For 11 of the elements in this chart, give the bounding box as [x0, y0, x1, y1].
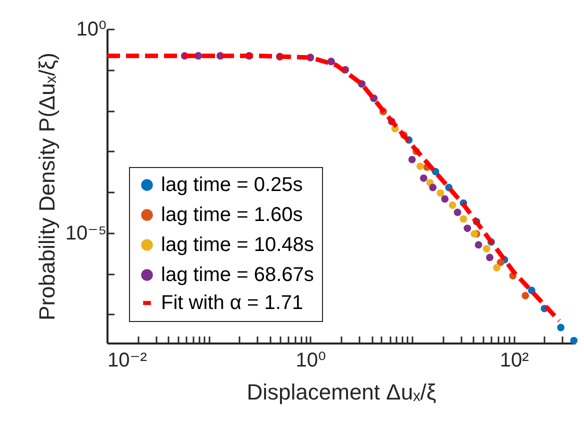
- x-tick-label: 10⁻²: [108, 350, 148, 372]
- legend-label: lag time = 0.25s: [161, 174, 303, 196]
- x-tick-label: 10²: [500, 350, 530, 372]
- y-axis-title: Probability Density P(Δuₓ/ξ): [34, 52, 60, 320]
- legend-label: lag time = 1.60s: [161, 204, 303, 226]
- legend-label: lag time = 10.48s: [161, 234, 314, 256]
- x-tick-label: 10⁰: [296, 350, 326, 372]
- y-tick-label: 10⁻⁵: [65, 222, 106, 244]
- legend-label: Fit with α = 1.71: [161, 292, 304, 314]
- legend-label: lag time = 68.67s: [161, 264, 314, 286]
- x-axis-title: Displacement Δuₓ/ξ: [246, 380, 436, 404]
